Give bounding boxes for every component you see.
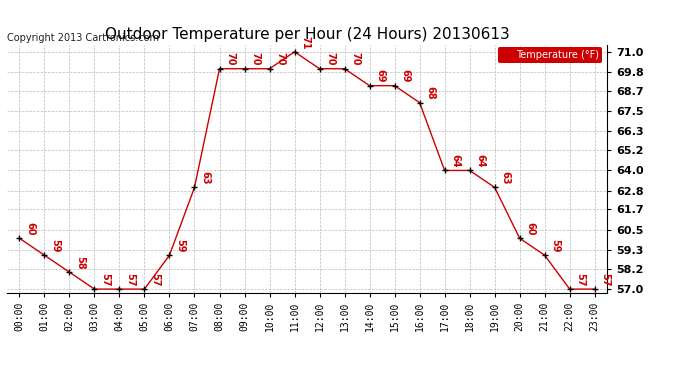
Text: 60: 60: [25, 222, 35, 236]
Text: 63: 63: [500, 171, 510, 184]
Text: 64: 64: [475, 154, 485, 168]
Text: 57: 57: [125, 273, 135, 286]
Title: Outdoor Temperature per Hour (24 Hours) 20130613: Outdoor Temperature per Hour (24 Hours) …: [105, 27, 509, 42]
Text: 68: 68: [425, 86, 435, 100]
Text: 69: 69: [400, 69, 410, 83]
Text: 60: 60: [525, 222, 535, 236]
Text: 63: 63: [200, 171, 210, 184]
Text: 57: 57: [600, 273, 610, 286]
Text: 64: 64: [450, 154, 460, 168]
Text: 70: 70: [350, 53, 360, 66]
Text: 59: 59: [175, 239, 185, 252]
Text: 59: 59: [550, 239, 560, 252]
Text: 57: 57: [150, 273, 160, 286]
Text: 70: 70: [325, 53, 335, 66]
Text: 57: 57: [575, 273, 585, 286]
Text: 70: 70: [250, 53, 260, 66]
Text: 57: 57: [100, 273, 110, 286]
Legend: Temperature (°F): Temperature (°F): [498, 47, 602, 63]
Text: Copyright 2013 Cartronics.com: Copyright 2013 Cartronics.com: [7, 33, 159, 42]
Text: 70: 70: [275, 53, 285, 66]
Text: 59: 59: [50, 239, 60, 252]
Text: 70: 70: [225, 53, 235, 66]
Text: 69: 69: [375, 69, 385, 83]
Text: 71: 71: [300, 36, 310, 49]
Text: 58: 58: [75, 256, 85, 269]
